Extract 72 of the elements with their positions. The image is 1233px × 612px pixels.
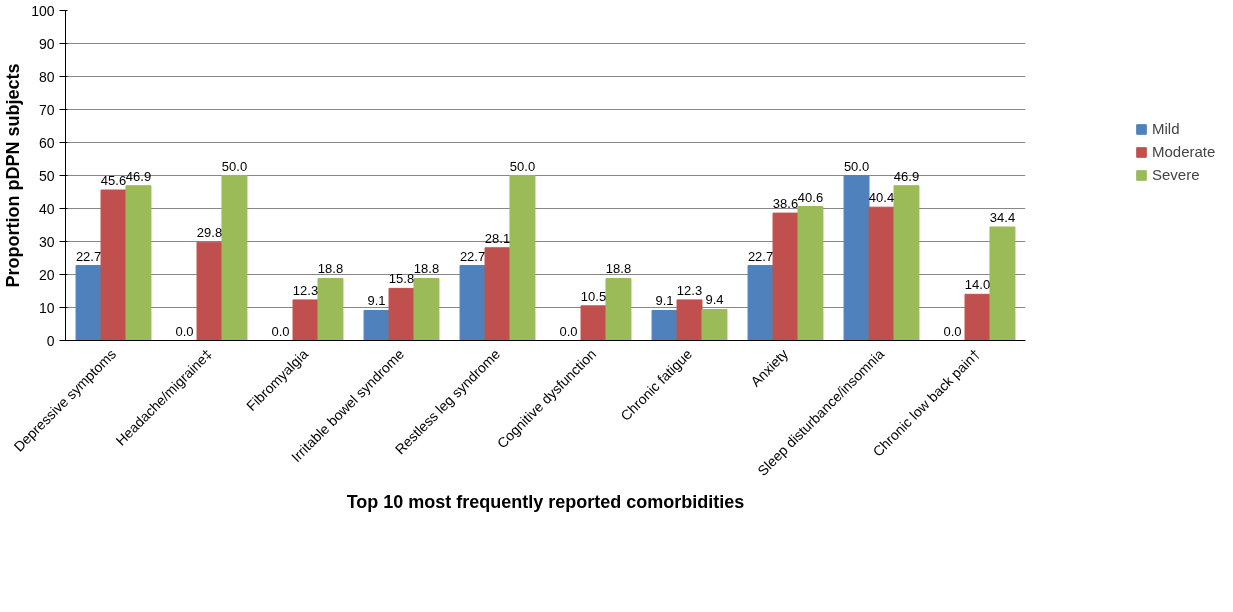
data-label: 0.0 bbox=[559, 323, 578, 339]
y-tick-label: 50 bbox=[38, 167, 55, 184]
bar bbox=[651, 309, 678, 341]
y-tick-label: 60 bbox=[38, 134, 55, 151]
data-label: 40.4 bbox=[868, 190, 895, 206]
bar bbox=[843, 175, 870, 341]
y-tick-label: 80 bbox=[38, 68, 55, 85]
data-label: 18.8 bbox=[413, 261, 440, 277]
bar bbox=[196, 241, 223, 341]
bar bbox=[317, 277, 344, 341]
bar bbox=[605, 277, 632, 341]
data-label: 45.6 bbox=[100, 173, 127, 189]
data-label: 29.8 bbox=[196, 225, 223, 241]
data-label: 12.3 bbox=[676, 282, 703, 298]
data-label: 46.9 bbox=[125, 168, 152, 184]
x-axis-title: Top 10 most frequently reported comorbidities bbox=[346, 492, 745, 513]
bar bbox=[484, 247, 511, 341]
bar bbox=[221, 175, 248, 341]
data-label: 50.0 bbox=[843, 158, 870, 174]
data-label: 34.4 bbox=[989, 209, 1016, 225]
legend-label: Moderate bbox=[1152, 143, 1216, 160]
data-label: 50.0 bbox=[221, 158, 248, 174]
bar bbox=[413, 277, 440, 341]
legend-label: Severe bbox=[1152, 166, 1200, 183]
data-label: 22.7 bbox=[75, 248, 102, 264]
data-label: 0.0 bbox=[175, 323, 194, 339]
data-label: 40.6 bbox=[797, 189, 824, 205]
data-label: 18.8 bbox=[317, 261, 344, 277]
y-tick-label: 10 bbox=[38, 299, 55, 316]
y-tick-label: 70 bbox=[38, 101, 55, 118]
y-tick-label: 90 bbox=[38, 35, 55, 52]
bar bbox=[772, 212, 799, 341]
y-axis-title: Proportion pDPN subjects bbox=[3, 63, 24, 288]
bar bbox=[125, 185, 152, 341]
data-label: 38.6 bbox=[772, 196, 799, 212]
y-tick-label: 40 bbox=[38, 200, 55, 217]
y-tick-label: 100 bbox=[31, 2, 55, 19]
data-label: 46.9 bbox=[893, 168, 920, 184]
bar bbox=[100, 189, 127, 341]
bar bbox=[363, 309, 390, 341]
data-label: 0.0 bbox=[271, 323, 290, 339]
bar bbox=[75, 265, 102, 341]
data-label: 22.7 bbox=[459, 248, 486, 264]
data-label: 22.7 bbox=[747, 248, 774, 264]
bar bbox=[676, 299, 703, 341]
bar bbox=[964, 293, 991, 341]
data-label: 0.0 bbox=[943, 323, 962, 339]
data-label: 9.1 bbox=[367, 293, 386, 309]
bar bbox=[989, 226, 1016, 341]
data-label: 50.0 bbox=[509, 158, 536, 174]
y-tick-label: 20 bbox=[38, 266, 55, 283]
data-label: 18.8 bbox=[605, 261, 632, 277]
bar bbox=[509, 175, 536, 341]
bar bbox=[292, 299, 319, 341]
data-label: 9.1 bbox=[655, 293, 674, 309]
bar bbox=[747, 265, 774, 341]
data-label: 15.8 bbox=[388, 271, 415, 287]
data-label: 28.1 bbox=[484, 230, 511, 246]
data-label: 12.3 bbox=[292, 282, 319, 298]
bar bbox=[893, 185, 920, 341]
y-tick-label: 30 bbox=[38, 233, 55, 250]
data-label: 14.0 bbox=[964, 277, 991, 293]
data-label: 10.5 bbox=[580, 288, 607, 304]
bar bbox=[868, 206, 895, 341]
bar bbox=[388, 287, 415, 341]
bar bbox=[580, 305, 607, 341]
bar bbox=[459, 265, 486, 341]
legend-label: Mild bbox=[1152, 120, 1180, 137]
bar bbox=[701, 308, 728, 341]
bar bbox=[797, 206, 824, 341]
data-label: 9.4 bbox=[705, 292, 724, 308]
y-tick-label: 0 bbox=[46, 332, 55, 349]
